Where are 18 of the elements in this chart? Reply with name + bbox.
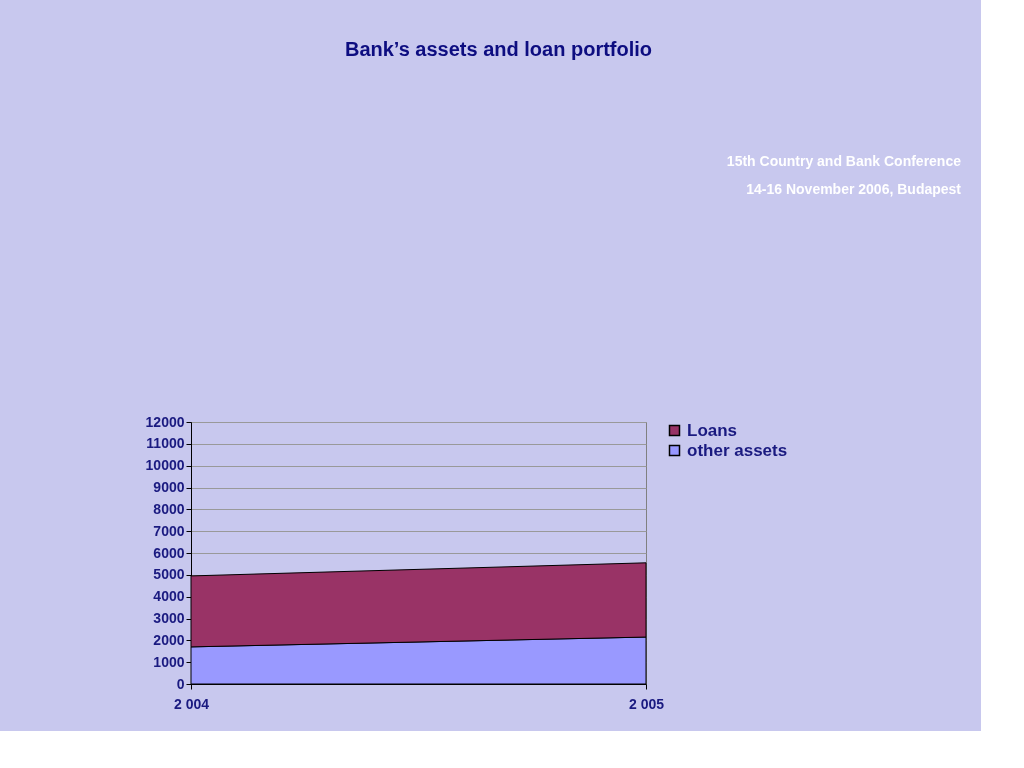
y-tick-label: 9000 <box>153 479 185 495</box>
y-tick-label: 12000 <box>145 413 185 430</box>
legend-label: other assets <box>687 440 788 460</box>
y-tick-label: 2000 <box>153 631 185 648</box>
y-tick-label: 11000 <box>146 435 185 452</box>
y-tick-label: 1000 <box>153 653 185 670</box>
y-tick-label: 8000 <box>153 500 185 517</box>
x-tick-label: 2 005 <box>628 695 665 712</box>
y-tick-label: 10000 <box>145 457 185 474</box>
y-tick-label: 3000 <box>153 610 185 626</box>
y-tick-label: 6000 <box>153 544 185 561</box>
legend-label: Loans <box>687 420 738 440</box>
x-tick-label: 2 004 <box>173 695 210 712</box>
y-tick-label: 4000 <box>153 588 185 605</box>
y-tick-label: 5000 <box>153 566 185 583</box>
y-tick-label: 0 <box>176 675 185 692</box>
chart-title: Bank’s assets and loan portfolio <box>344 38 653 60</box>
y-tick-label: 7000 <box>153 522 185 539</box>
